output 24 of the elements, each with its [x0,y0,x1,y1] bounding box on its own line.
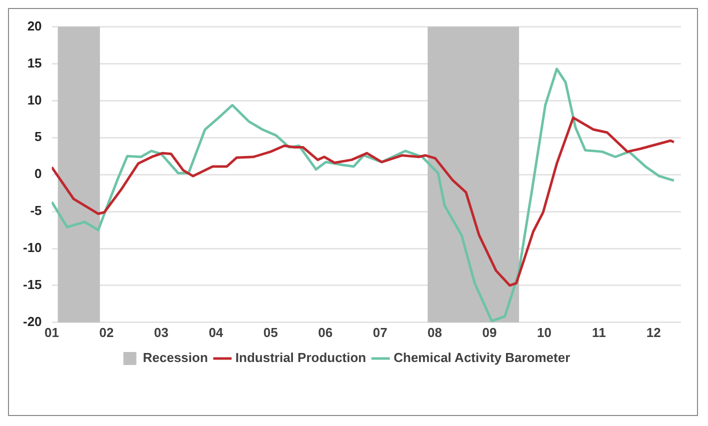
x-tick-label: 04 [208,324,224,340]
y-tick-label: -5 [30,203,42,218]
y-tick-label: 10 [27,92,42,108]
x-tick-label: 03 [154,324,168,340]
x-tick-label: 06 [318,324,333,340]
y-tick-label: -15 [22,277,42,292]
x-tick-label: 09 [482,324,497,340]
legend-label: Chemical Activity Barometer [394,350,570,366]
x-tick-label: 08 [428,324,442,340]
x-tick-label: 10 [536,324,552,340]
x-tick-label: 11 [592,324,606,340]
legend-label: Industrial Production [235,350,366,366]
x-tick-label: 07 [372,324,388,340]
y-tick-label: -20 [22,314,42,329]
y-tick-label: 5 [34,129,42,144]
y-tick-label: 0 [34,166,42,182]
y-tick-label: 20 [27,18,42,34]
x-tick-label: 12 [646,324,661,340]
y-tick-label: 15 [27,55,42,70]
x-tick-label: 02 [99,324,114,340]
legend-label: Recession [142,350,208,366]
y-tick-label: -10 [22,240,42,256]
x-tick-label: 05 [263,324,278,340]
x-tick-label: 01 [44,324,60,340]
